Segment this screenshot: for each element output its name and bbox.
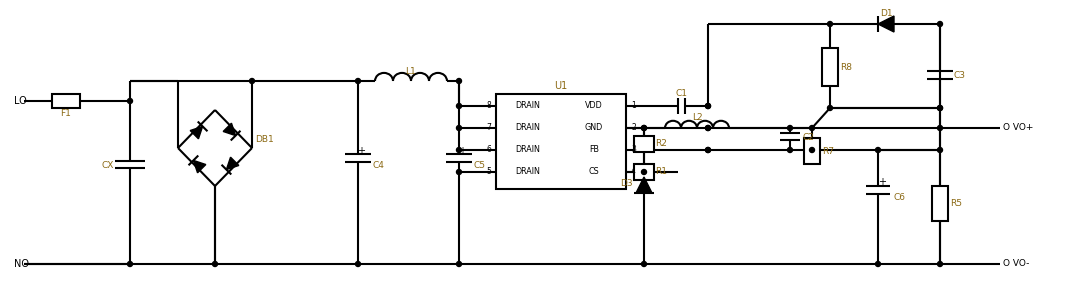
Text: C4: C4 xyxy=(373,162,383,170)
Text: DRAIN: DRAIN xyxy=(515,168,540,176)
Text: GND: GND xyxy=(585,124,603,132)
Text: NO: NO xyxy=(14,259,29,269)
Circle shape xyxy=(937,21,943,27)
Circle shape xyxy=(355,78,361,84)
Circle shape xyxy=(827,21,833,27)
Text: O VO+: O VO+ xyxy=(1003,124,1034,132)
Text: CS: CS xyxy=(589,168,599,176)
Text: 2: 2 xyxy=(631,124,636,132)
Bar xyxy=(634,164,654,180)
Text: DB1: DB1 xyxy=(256,136,274,144)
Text: C2: C2 xyxy=(802,132,814,142)
Text: D1: D1 xyxy=(880,9,892,17)
Text: 8: 8 xyxy=(486,102,491,110)
Circle shape xyxy=(642,126,647,130)
Bar xyxy=(822,48,838,86)
Text: D3: D3 xyxy=(620,180,632,188)
Circle shape xyxy=(705,148,711,152)
Circle shape xyxy=(937,126,943,130)
Polygon shape xyxy=(224,123,235,136)
Text: DRAIN: DRAIN xyxy=(515,146,540,154)
Text: R8: R8 xyxy=(840,63,852,72)
Circle shape xyxy=(787,148,793,152)
Circle shape xyxy=(937,261,943,267)
Bar xyxy=(52,94,80,108)
Circle shape xyxy=(810,148,814,152)
Text: R7: R7 xyxy=(822,146,834,156)
Text: DRAIN: DRAIN xyxy=(515,102,540,110)
Circle shape xyxy=(213,261,217,267)
Text: O VO-: O VO- xyxy=(1003,259,1029,269)
Text: C1: C1 xyxy=(676,90,688,98)
Bar xyxy=(634,136,654,152)
Text: 7: 7 xyxy=(486,124,491,132)
Text: C5: C5 xyxy=(473,162,485,170)
Circle shape xyxy=(457,170,461,174)
Bar xyxy=(932,186,948,221)
Circle shape xyxy=(642,170,647,174)
Text: 3: 3 xyxy=(631,146,636,154)
Circle shape xyxy=(705,126,711,130)
Circle shape xyxy=(705,104,711,108)
Polygon shape xyxy=(190,126,203,139)
Polygon shape xyxy=(636,177,652,193)
Text: R2: R2 xyxy=(656,140,667,148)
Text: DRAIN: DRAIN xyxy=(515,124,540,132)
Text: VDD: VDD xyxy=(585,102,603,110)
Circle shape xyxy=(642,126,647,130)
Text: CX: CX xyxy=(102,160,114,170)
Polygon shape xyxy=(878,16,894,32)
Circle shape xyxy=(457,126,461,130)
Circle shape xyxy=(937,106,943,110)
Circle shape xyxy=(457,104,461,108)
Bar xyxy=(496,94,626,189)
Text: 4: 4 xyxy=(631,168,636,176)
Circle shape xyxy=(127,98,133,104)
Circle shape xyxy=(705,104,711,108)
Circle shape xyxy=(127,261,133,267)
Circle shape xyxy=(457,148,461,152)
Text: F1: F1 xyxy=(60,110,71,118)
Text: LO: LO xyxy=(14,96,27,106)
Polygon shape xyxy=(193,160,206,173)
Circle shape xyxy=(810,126,814,130)
Text: +: + xyxy=(878,177,886,187)
Circle shape xyxy=(827,106,833,110)
Text: L1: L1 xyxy=(406,67,417,76)
Circle shape xyxy=(937,148,943,152)
Circle shape xyxy=(249,78,255,84)
Circle shape xyxy=(876,148,880,152)
Bar xyxy=(804,138,820,164)
Text: +: + xyxy=(458,146,465,156)
Text: C3: C3 xyxy=(954,71,966,80)
Circle shape xyxy=(705,148,711,152)
Text: 5: 5 xyxy=(486,168,491,176)
Text: 6: 6 xyxy=(486,146,491,154)
Circle shape xyxy=(705,126,711,130)
Circle shape xyxy=(787,126,793,130)
Text: U1: U1 xyxy=(554,81,568,91)
Polygon shape xyxy=(227,157,239,170)
Text: 1: 1 xyxy=(631,102,636,110)
Text: R5: R5 xyxy=(950,200,962,208)
Circle shape xyxy=(876,261,880,267)
Circle shape xyxy=(642,261,647,267)
Circle shape xyxy=(355,261,361,267)
Circle shape xyxy=(937,106,943,110)
Circle shape xyxy=(457,78,461,84)
Text: +: + xyxy=(357,146,365,156)
Text: FB: FB xyxy=(589,146,599,154)
Circle shape xyxy=(457,261,461,267)
Text: L2: L2 xyxy=(691,114,702,122)
Text: R1: R1 xyxy=(654,168,667,176)
Text: C6: C6 xyxy=(894,192,906,202)
